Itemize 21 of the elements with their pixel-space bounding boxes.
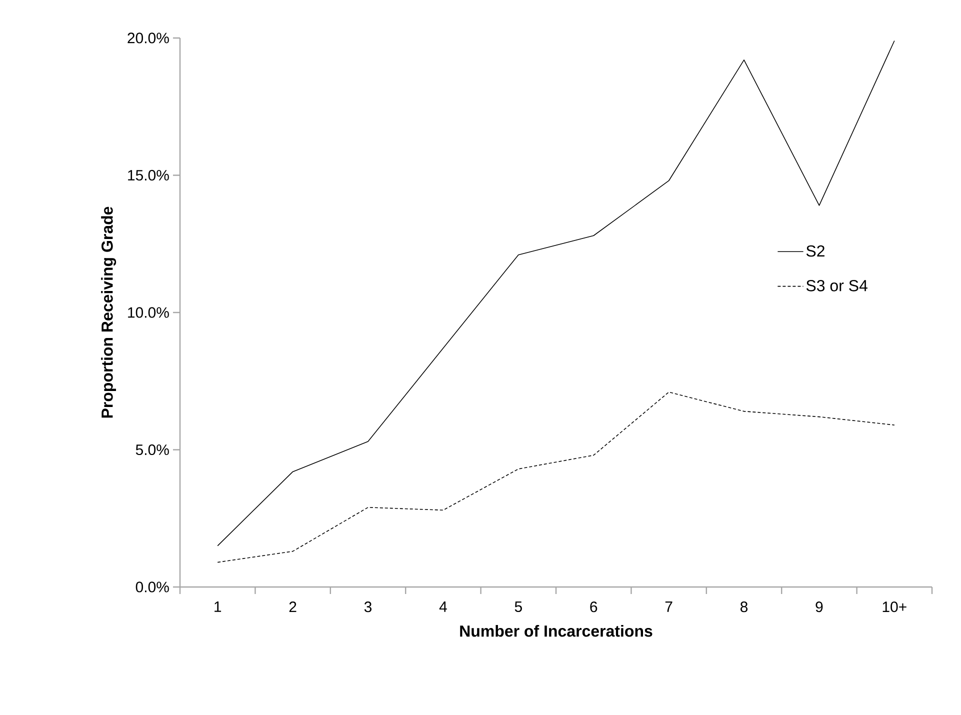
legend-label: S2 [806,245,824,257]
x-tick-label: 4 [439,602,447,612]
line-series [217,40,895,546]
x-tick-label: 10+ [882,602,906,612]
x-tick-label: 6 [590,602,598,612]
legend-label: S3 or S4 [806,280,868,292]
x-tick-label: 2 [289,602,296,612]
y-tick-label: 5.0% [136,444,169,456]
x-tick-label: 5 [514,602,522,612]
line-series [217,392,895,563]
y-tick-label: 10.0% [128,307,169,318]
x-axis-title: Number of Incarcerations [460,625,652,637]
x-tick-label: 3 [364,602,372,612]
x-tick-label: 8 [740,602,748,612]
y-tick-label: 20.0% [128,32,169,44]
x-tick-label: 1 [214,602,222,612]
y-tick-label: 15.0% [128,170,169,181]
y-axis-title: Proportion Receiving Grade [101,206,116,418]
y-tick-label: 0.0% [136,582,169,592]
x-tick-label: 9 [816,602,823,612]
x-tick-label: 7 [665,602,672,612]
